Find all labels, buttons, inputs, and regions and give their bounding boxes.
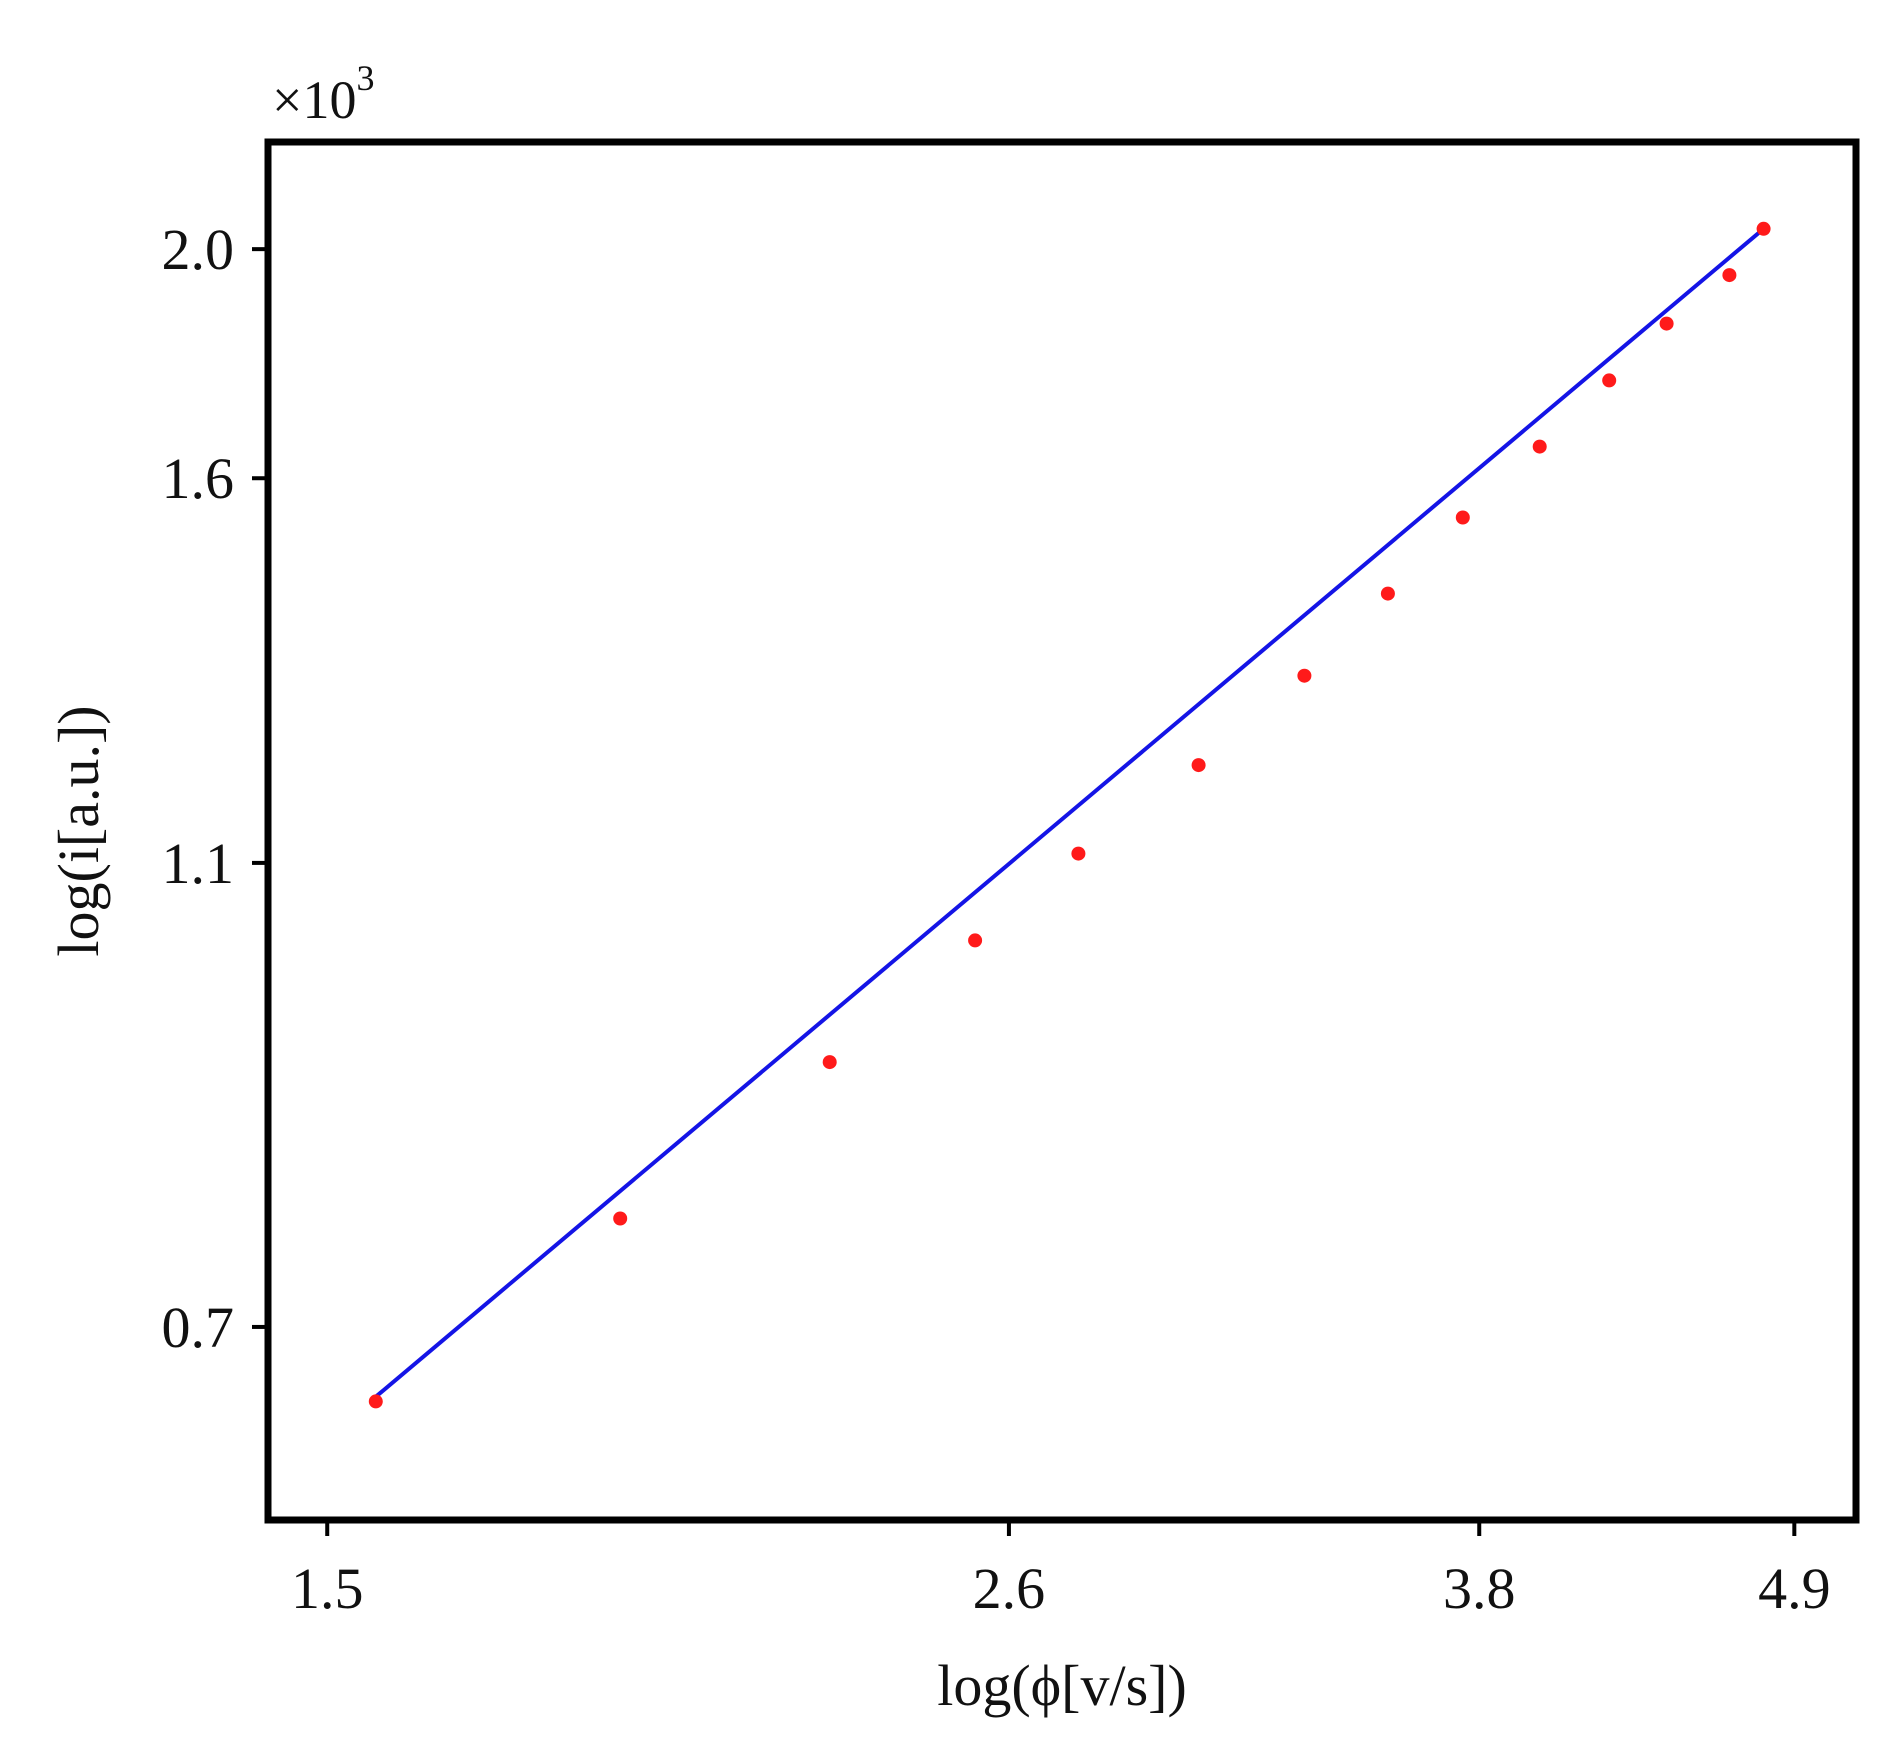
- data-point: [1455, 510, 1470, 525]
- data-point: [1756, 221, 1771, 236]
- y-tick-label: 1.6: [162, 446, 235, 511]
- data-point: [1071, 846, 1086, 861]
- x-axis-label: log(ϕ[v/s]): [937, 1653, 1187, 1718]
- y-axis-multiplier: ×103: [272, 58, 374, 130]
- data-point: [968, 933, 983, 948]
- data-point: [1380, 586, 1395, 601]
- y-tick-label: 1.1: [162, 831, 235, 896]
- data-point: [368, 1394, 383, 1409]
- data-marks: [368, 221, 1771, 1409]
- data-point: [613, 1211, 628, 1226]
- y-tick-label: 2.0: [162, 217, 235, 282]
- y-axis-label: log(i[a.u.]): [46, 705, 111, 956]
- y-multiplier-base: ×10: [272, 70, 356, 130]
- y-axis-ticks: 0.7 1.1 1.6 2.0: [162, 217, 268, 1360]
- data-point: [1191, 758, 1206, 773]
- data-point: [1722, 268, 1737, 283]
- x-tick-label: 2.6: [973, 1556, 1046, 1621]
- x-tick-label: 1.5: [291, 1556, 364, 1621]
- data-point: [1602, 373, 1617, 388]
- data-point: [1297, 668, 1312, 683]
- x-tick-label: 4.9: [1758, 1556, 1831, 1621]
- data-point: [822, 1055, 837, 1070]
- plot-frame: [264, 138, 1860, 1524]
- x-axis-ticks: 1.5 2.6 3.8 4.9: [291, 1520, 1831, 1621]
- y-multiplier-exponent: 3: [356, 58, 374, 98]
- data-point: [1659, 316, 1674, 331]
- fit-line: [374, 227, 1765, 1399]
- x-tick-label: 3.8: [1443, 1556, 1516, 1621]
- y-tick-label: 0.7: [162, 1295, 235, 1360]
- data-point: [1532, 439, 1547, 454]
